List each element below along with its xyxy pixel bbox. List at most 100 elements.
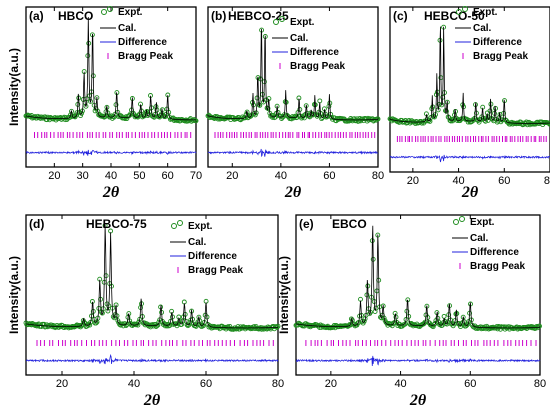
legend-expt-label: Expt. [290, 17, 315, 28]
expt-point [444, 321, 450, 327]
x-tick-label: 60 [498, 175, 510, 187]
panel-b: 20 40 60 80 2θ (b) HEBCO-25 Expt. Cal. Difference… [205, 6, 384, 201]
expt-point [99, 310, 105, 316]
expt-point [494, 324, 500, 330]
bragg-series [214, 132, 376, 138]
x-axis-label: 2θ [102, 184, 120, 201]
panel-title: EBCO [332, 217, 367, 231]
cal-line [25, 224, 278, 329]
plot-frame [25, 214, 279, 376]
plot-frame [389, 6, 550, 173]
expt-point [261, 326, 267, 332]
legend-expt-marker [453, 219, 459, 225]
legend-cal-label: Cal. [188, 237, 207, 248]
bragg-series [305, 340, 537, 346]
cal-line [389, 26, 550, 124]
legend-difference-label: Difference [118, 37, 167, 48]
expt-point [465, 321, 471, 327]
legend: Expt. Cal. Difference Bragg Peak [452, 216, 525, 272]
legend: Expt. Cal. Difference Bragg Peak [455, 6, 528, 62]
difference-line [207, 148, 379, 158]
expt-point [123, 323, 129, 328]
expt-point [79, 110, 84, 116]
plot-frame [25, 6, 197, 168]
plot-frame [207, 6, 379, 168]
x-tick-label: 60 [464, 378, 476, 390]
expt-point [547, 121, 550, 127]
expt-point [79, 323, 84, 329]
x-tick-label: 70 [190, 170, 202, 182]
expt-point [432, 114, 437, 120]
x-tick-label: 20 [226, 170, 238, 182]
difference-line [25, 353, 279, 365]
x-tick-label: 40 [105, 170, 117, 182]
panel-e: 20 40 60 80 2θ Intensity(a.u.) (e) EBCO Expt. Cal… [277, 214, 546, 408]
legend-expt-marker [462, 6, 468, 12]
expt-point [537, 323, 542, 329]
legend: Expt. Cal. Difference Bragg Peak [100, 6, 173, 62]
expt-point [145, 113, 151, 119]
panel-label: (b) [211, 9, 226, 23]
panel-label: (d) [29, 217, 44, 231]
bragg-series [34, 132, 192, 138]
legend-expt-label: Expt. [470, 217, 495, 228]
panel-label: (c) [393, 9, 408, 23]
expt-point [105, 308, 111, 314]
legend-difference-label: Difference [473, 37, 522, 48]
x-axis-label: 2θ [284, 184, 302, 201]
expt-point [458, 324, 463, 330]
x-tick-label: 20 [407, 175, 419, 187]
legend-bragg-label: Bragg Peak [290, 61, 345, 72]
legend-bragg-label: Bragg Peak [473, 51, 528, 62]
expt-series [387, 24, 550, 128]
expt-point [186, 322, 192, 328]
x-tick-label: 80 [272, 378, 284, 390]
legend-expt-marker [177, 220, 183, 226]
x-tick-label: 40 [394, 378, 406, 390]
expt-point [193, 118, 199, 124]
legend-expt-marker [459, 216, 465, 222]
x-tick-label: 80 [372, 170, 384, 182]
expt-point [275, 323, 281, 329]
expt-point [193, 323, 199, 329]
cal-line [207, 28, 378, 121]
x-tick-label: 40 [275, 170, 287, 182]
difference-line [389, 154, 550, 163]
difference-line [295, 355, 541, 367]
expt-point [73, 112, 79, 118]
legend-bragg-label: Bragg Peak [118, 51, 173, 62]
panel-title: HEBCO-50 [424, 9, 485, 23]
legend-cal-label: Cal. [118, 23, 137, 34]
panel-d: 20 40 60 80 2θ Intensity(a.u.) (d) HEBCO-75 Expt… [7, 214, 284, 408]
legend-cal-label: Cal. [290, 33, 309, 44]
expt-point [83, 103, 89, 109]
expt-point [88, 319, 94, 325]
x-tick-label: 60 [200, 378, 212, 390]
x-tick-label: 40 [452, 175, 464, 187]
expt-series [23, 223, 281, 332]
cal-line [295, 225, 540, 329]
legend-cal-label: Cal. [473, 23, 492, 34]
expt-point [190, 117, 196, 123]
legend-bragg-label: Bragg Peak [470, 261, 525, 272]
legend-expt-marker [171, 223, 177, 229]
panel-label: (a) [29, 9, 44, 23]
y-axis-label: Intensity(a.u.) [7, 48, 21, 126]
legend-expt-label: Expt. [118, 7, 143, 18]
expt-point [367, 116, 373, 122]
expt-point [402, 321, 408, 327]
legend-bragg-label: Bragg Peak [188, 265, 243, 276]
bragg-series [396, 136, 547, 142]
panel-title: HEBCO-75 [86, 217, 147, 231]
expt-point [431, 322, 437, 327]
y-axis-label: Intensity(a.u.) [277, 256, 291, 334]
legend-expt-marker [456, 9, 462, 15]
x-tick-label: 60 [323, 170, 335, 182]
expt-series [23, 32, 199, 124]
legend-expt-marker [273, 19, 279, 25]
expt-point [311, 111, 316, 117]
legend: Expt. Cal. Difference Bragg Peak [170, 220, 243, 276]
cal-line [25, 16, 196, 121]
panel-title: HEBCO-25 [228, 9, 289, 23]
